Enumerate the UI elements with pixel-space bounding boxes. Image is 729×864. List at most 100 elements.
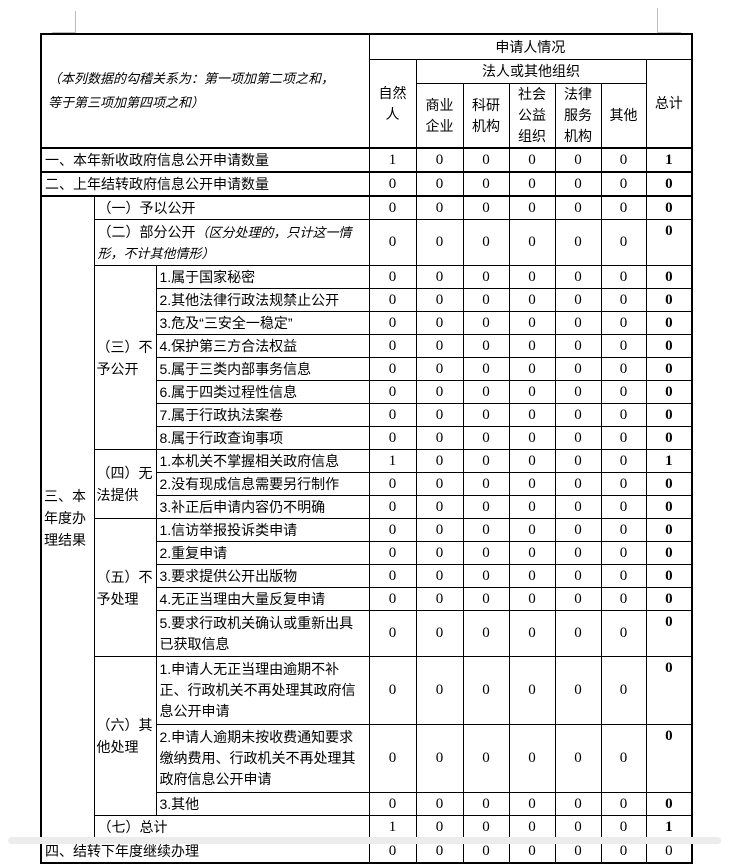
value-cell: 0	[462, 815, 510, 840]
table-row: 2.重复申请 0 0 0 0 0 0 0	[41, 541, 693, 565]
value-cell: 0	[508, 495, 556, 519]
row-label: 1.本机关不掌握相关政府信息	[155, 449, 370, 473]
value-cell: 0	[554, 311, 602, 335]
row-label: 2.其他法律行政法规禁止公开	[155, 288, 370, 312]
value-cell: 0	[508, 380, 556, 404]
total-cell: 1	[645, 147, 693, 173]
table-row: 二、上年结转政府信息公开申请数量 0 0 0 0 0 0 0	[40, 171, 693, 197]
horizontal-scrollbar[interactable]	[8, 837, 721, 844]
value-cell: 0	[554, 288, 602, 312]
value-cell: 0	[554, 495, 602, 519]
value-cell: 0	[600, 195, 647, 220]
row-label: 2.申请人逾期未按收费通知要求缴纳费用、行政机关不再处理其政府信息公开申请	[155, 724, 370, 793]
table-row: （七）总计 1 0 0 0 0 0 1	[41, 815, 693, 840]
value-cell: 0	[554, 472, 602, 496]
value-cell: 0	[600, 518, 647, 542]
header-legal-org: 法人或其他组织	[415, 59, 647, 84]
value-cell: 0	[508, 288, 556, 312]
value-cell: 0	[415, 541, 464, 565]
table-row: 7.属于行政执法案卷 0 0 0 0 0 0 0	[41, 403, 693, 427]
total-cell: 0	[645, 541, 693, 565]
row-label: 二、上年结转政府信息公开申请数量	[40, 171, 370, 197]
value-cell: 0	[462, 147, 510, 173]
value-cell: 0	[600, 792, 647, 816]
value-cell: 0	[368, 724, 417, 793]
value-cell: 0	[600, 610, 647, 657]
table-row: 4.无正当理由大量反复申请 0 0 0 0 0 0 0	[41, 587, 693, 611]
value-cell: 0	[415, 357, 464, 381]
row-label: （七）总计	[93, 815, 370, 840]
row-label: 2.重复申请	[155, 541, 370, 565]
value-cell: 0	[600, 219, 647, 266]
group-label-4: （四）无法提供	[93, 449, 157, 519]
value-cell: 0	[462, 426, 510, 450]
value-cell: 0	[600, 288, 647, 312]
value-cell: 0	[368, 426, 417, 450]
disclosure-request-table: （本列数据的勾稽关系为：第一项加第二项之和， 等于第三项加第四项之和） 申请人情…	[40, 33, 694, 864]
row-label: 1.属于国家秘密	[155, 265, 370, 289]
value-cell: 0	[368, 171, 417, 197]
header-other: 其他	[600, 83, 647, 149]
value-cell: 0	[415, 518, 464, 542]
value-cell: 0	[462, 334, 510, 358]
row-label: 3.危及“三安全一稳定”	[155, 311, 370, 335]
row-label-main: （二）部分公开	[97, 223, 196, 240]
total-cell: 0	[645, 472, 693, 496]
value-cell: 0	[600, 724, 647, 793]
value-cell: 0	[508, 403, 556, 427]
row-label: 一、本年新收政府信息公开申请数量	[40, 147, 370, 173]
value-cell: 0	[508, 472, 556, 496]
total-cell: 0	[645, 219, 693, 266]
total-cell: 0	[645, 564, 693, 588]
table-row: 2.申请人逾期未按收费通知要求缴纳费用、行政机关不再处理其政府信息公开申请 0 …	[41, 724, 693, 793]
value-cell: 0	[600, 147, 647, 173]
total-cell: 0	[645, 357, 693, 381]
value-cell: 0	[368, 380, 417, 404]
value-cell: 0	[462, 449, 510, 473]
value-cell: 0	[554, 518, 602, 542]
value-cell: 0	[368, 288, 417, 312]
total-cell: 0	[645, 334, 693, 358]
value-cell: 0	[508, 518, 556, 542]
value-cell: 0	[462, 219, 510, 266]
value-cell: 0	[600, 541, 647, 565]
value-cell: 0	[462, 610, 510, 657]
value-cell: 0	[600, 587, 647, 611]
note-cell: （本列数据的勾稽关系为：第一项加第二项之和， 等于第三项加第四项之和）	[40, 33, 370, 149]
value-cell: 0	[600, 334, 647, 358]
table-row: （六）其他处理 1.申请人无正当理由逾期不补正、行政机关不再处理其政府信息公开申…	[41, 656, 693, 816]
value-cell: 0	[554, 403, 602, 427]
value-cell: 1	[368, 449, 417, 473]
value-cell: 0	[554, 587, 602, 611]
value-cell: 0	[415, 195, 464, 220]
header-legal-service: 法律服务机构	[554, 83, 602, 149]
value-cell: 0	[554, 564, 602, 588]
value-cell: 0	[368, 357, 417, 381]
value-cell: 0	[600, 380, 647, 404]
value-cell: 0	[600, 171, 647, 197]
value-cell: 0	[508, 656, 556, 725]
value-cell: 0	[415, 610, 464, 657]
value-cell: 0	[462, 311, 510, 335]
row-label: 1.信访举报投诉类申请	[155, 518, 370, 542]
row-label-note: （区分处理的，只计这一情形，不计其他情形）	[97, 224, 352, 261]
value-cell: 0	[415, 656, 464, 725]
value-cell: 0	[508, 334, 556, 358]
value-cell: 0	[600, 815, 647, 840]
value-cell: 0	[368, 495, 417, 519]
value-cell: 0	[415, 587, 464, 611]
value-cell: 0	[462, 171, 510, 197]
value-cell: 0	[415, 815, 464, 840]
value-cell: 0	[600, 472, 647, 496]
value-cell: 0	[508, 564, 556, 588]
value-cell: 0	[415, 380, 464, 404]
row-label: 5.属于三类内部事务信息	[155, 357, 370, 381]
value-cell: 0	[462, 724, 510, 793]
header-commercial: 商业企业	[415, 83, 464, 149]
value-cell: 0	[600, 357, 647, 381]
value-cell: 0	[508, 147, 556, 173]
row-label: 3.其他	[155, 792, 370, 816]
value-cell: 0	[508, 195, 556, 220]
total-cell: 0	[645, 724, 693, 793]
value-cell: 0	[554, 815, 602, 840]
